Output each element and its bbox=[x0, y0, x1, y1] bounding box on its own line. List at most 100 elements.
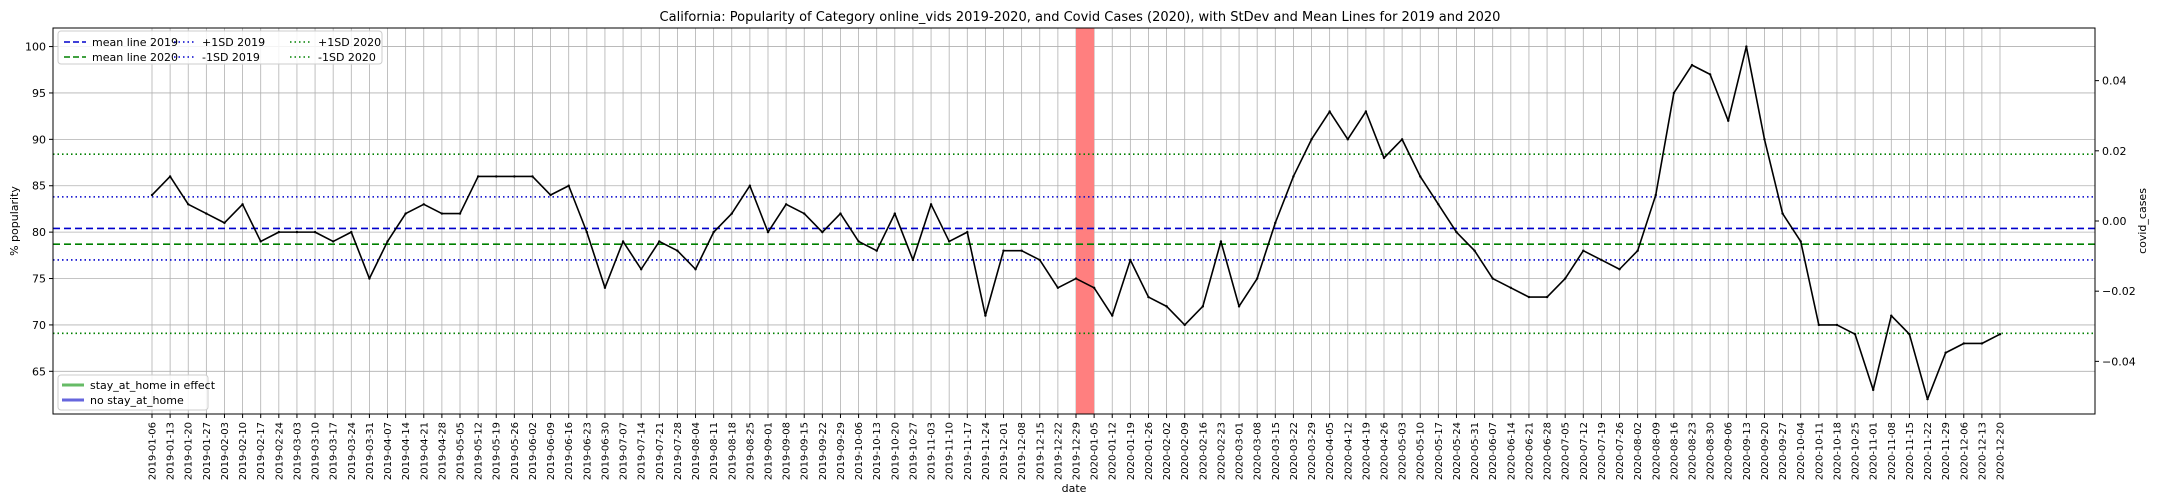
y-tick-label: 70 bbox=[32, 319, 46, 332]
data-point bbox=[1745, 45, 1748, 48]
x-tick-label: 2019-11-17 bbox=[963, 422, 974, 480]
x-tick-label: 2020-03-22 bbox=[1289, 422, 1300, 480]
y-tick-label: 85 bbox=[32, 180, 46, 193]
x-tick-label: 2019-08-04 bbox=[691, 422, 702, 480]
x-tick-label: 2020-08-30 bbox=[1706, 422, 1717, 480]
legend-bottom: stay_at_home in effect no stay_at_home bbox=[57, 374, 216, 411]
data-point bbox=[1672, 91, 1676, 95]
x-tick-label: 2020-11-29 bbox=[1941, 422, 1952, 480]
data-point bbox=[1763, 138, 1766, 141]
reference-lines bbox=[53, 153, 2095, 335]
data-point bbox=[1364, 110, 1368, 113]
legend-label: stay_at_home in effect bbox=[90, 379, 216, 392]
legend-label: no stay_at_home bbox=[90, 394, 184, 407]
data-point bbox=[1871, 388, 1875, 392]
x-tick-label: 2019-10-06 bbox=[854, 422, 865, 480]
data-point bbox=[1799, 240, 1802, 243]
legend-top: mean line 2019 mean line 2020 +1SD 2019 -1S… bbox=[57, 30, 383, 65]
x-tick-label: 2020-09-06 bbox=[1724, 422, 1735, 480]
x-tick-label: 2020-07-26 bbox=[1615, 422, 1626, 480]
data-point bbox=[1147, 295, 1150, 299]
plot-frame bbox=[52, 27, 2096, 415]
x-tick-label: 2019-06-30 bbox=[600, 422, 611, 480]
data-point bbox=[1600, 258, 1603, 262]
data-point bbox=[1781, 212, 1784, 215]
data-point bbox=[712, 230, 715, 234]
data-point bbox=[440, 212, 444, 215]
x-tick-label: 2019-05-12 bbox=[474, 422, 485, 480]
x-tick-label: 2019-02-17 bbox=[256, 422, 267, 480]
x-tick-label: 2020-11-15 bbox=[1905, 422, 1916, 480]
x-tick-label: 2020-08-09 bbox=[1651, 422, 1662, 480]
x-tick-label: 2020-06-21 bbox=[1524, 422, 1535, 480]
x-tick-label: 2019-06-09 bbox=[546, 422, 557, 480]
data-point bbox=[1111, 314, 1114, 317]
x-tick-label: 2020-10-04 bbox=[1796, 422, 1807, 480]
x-tick-label: 2020-04-26 bbox=[1380, 422, 1391, 480]
y-tick-label: 75 bbox=[32, 273, 46, 286]
data-point bbox=[1636, 249, 1639, 252]
data-point bbox=[1654, 193, 1657, 197]
chart-title: California: Popularity of Category onlin… bbox=[660, 10, 1501, 25]
data-point bbox=[621, 240, 625, 243]
data-point bbox=[821, 230, 824, 234]
x-tick-label: 2020-01-05 bbox=[1090, 422, 1101, 480]
data-point bbox=[658, 240, 661, 243]
x-tick-label: 2019-01-06 bbox=[148, 422, 159, 480]
data-point bbox=[1582, 249, 1585, 252]
x-tick-label: 2020-02-16 bbox=[1198, 422, 1209, 480]
data-point bbox=[803, 212, 806, 215]
x-tick-label: 2020-08-02 bbox=[1633, 422, 1644, 480]
x-tick-label: 2020-09-27 bbox=[1778, 422, 1789, 480]
x-tick-label: 2019-07-14 bbox=[637, 422, 648, 480]
data-point bbox=[929, 203, 933, 206]
data-point bbox=[1455, 230, 1458, 234]
y-tick-label: 90 bbox=[32, 133, 46, 146]
x-tick-label: 2020-05-10 bbox=[1416, 422, 1427, 480]
x-tick-label: 2020-05-17 bbox=[1434, 422, 1445, 480]
data-point bbox=[476, 175, 480, 178]
data-point bbox=[1092, 286, 1096, 290]
data-point bbox=[313, 230, 317, 234]
y-tick-label: 80 bbox=[32, 226, 46, 239]
data-point bbox=[331, 240, 335, 243]
data-point bbox=[1183, 323, 1186, 327]
x-tick-label: 2020-01-12 bbox=[1108, 422, 1119, 480]
data-point bbox=[766, 230, 770, 234]
x-tick-label: 2020-12-06 bbox=[1959, 422, 1970, 480]
data-point bbox=[1400, 138, 1404, 141]
highlight-band bbox=[1076, 28, 1095, 414]
data-point bbox=[1908, 333, 1911, 336]
data-point bbox=[549, 193, 552, 197]
data-point bbox=[295, 230, 299, 234]
data-point bbox=[893, 212, 897, 215]
x-tick-label: 2019-07-21 bbox=[655, 422, 666, 480]
x-tick-label: 2020-10-11 bbox=[1814, 422, 1825, 480]
y2-axis-ticks: −0.04 −0.02 0.00 0.02 0.04 bbox=[2095, 75, 2136, 368]
x-tick-label: 2019-06-16 bbox=[564, 422, 575, 480]
data-point bbox=[1129, 258, 1132, 262]
data-point bbox=[1165, 305, 1168, 308]
legend-label: -1SD 2020 bbox=[318, 51, 376, 64]
data-point bbox=[1563, 277, 1567, 280]
data-point bbox=[1346, 138, 1349, 141]
x-tick-label: 2020-06-28 bbox=[1543, 422, 1554, 480]
x-tick-label: 2020-01-19 bbox=[1126, 422, 1137, 480]
x-tick-label: 2019-09-15 bbox=[800, 422, 811, 480]
x-tick-label: 2020-10-18 bbox=[1832, 422, 1843, 480]
data-point bbox=[1255, 277, 1259, 280]
x-tick-label: 2020-01-26 bbox=[1144, 422, 1155, 480]
y2-tick-label: 0.02 bbox=[2102, 145, 2127, 158]
x-tick-label: 2020-10-25 bbox=[1851, 422, 1862, 480]
data-point bbox=[1926, 397, 1929, 401]
x-tick-label: 2019-10-20 bbox=[890, 422, 901, 480]
x-tick-label: 2020-05-31 bbox=[1470, 422, 1481, 480]
data-point bbox=[911, 258, 915, 262]
data-point bbox=[241, 203, 244, 206]
data-point bbox=[1998, 333, 2002, 336]
x-tick-label: 2019-05-05 bbox=[456, 422, 467, 480]
data-point bbox=[947, 240, 951, 243]
x-tick-label: 2019-10-27 bbox=[908, 422, 919, 480]
data-point bbox=[1962, 342, 1965, 345]
y2-tick-label: −0.02 bbox=[2102, 285, 2136, 298]
